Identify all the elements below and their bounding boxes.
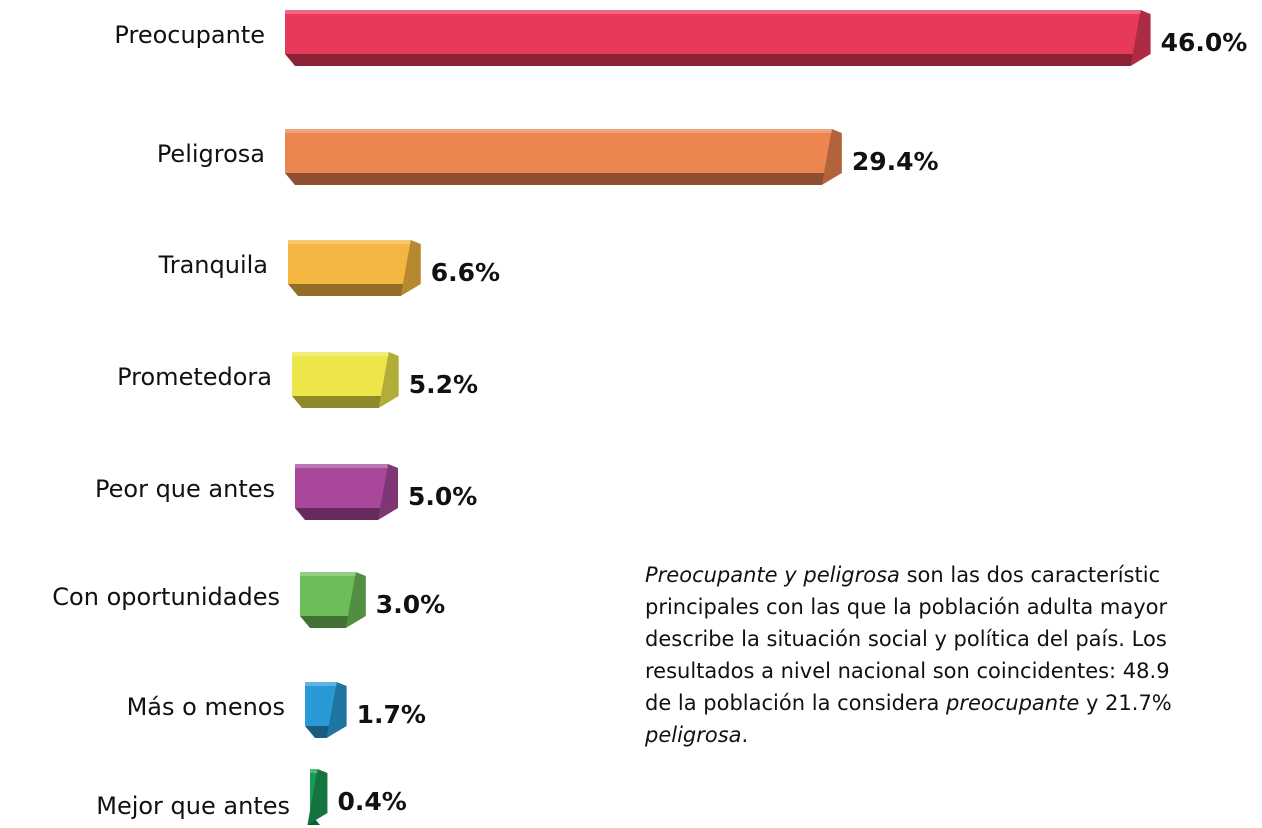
annotation-line: peligrosa. bbox=[644, 723, 748, 747]
bar-bottom bbox=[292, 396, 389, 408]
bar-end bbox=[821, 129, 842, 185]
bar-bottom bbox=[295, 508, 388, 520]
category-label: Peligrosa bbox=[157, 140, 265, 168]
annotation-text: preocupante bbox=[945, 691, 1079, 715]
value-label: 3.0% bbox=[376, 590, 445, 619]
annotation-text: . bbox=[742, 723, 749, 747]
bar bbox=[288, 240, 421, 296]
bar-end bbox=[378, 464, 398, 520]
bar-highlight bbox=[295, 464, 388, 468]
bar-highlight bbox=[300, 572, 356, 576]
category-label: Prometedora bbox=[117, 363, 272, 391]
bar-highlight bbox=[310, 769, 318, 773]
bar-highlight bbox=[292, 352, 389, 356]
annotation-text: son las dos característic bbox=[900, 563, 1160, 587]
bar bbox=[305, 682, 347, 738]
bar-highlight bbox=[285, 129, 832, 133]
category-label: Peor que antes bbox=[95, 475, 275, 503]
bar bbox=[292, 352, 399, 408]
annotation-text: resultados a nivel nacional son coincide… bbox=[645, 659, 1170, 683]
bar-end bbox=[400, 240, 421, 296]
annotation-line: de la población la considera preocupante… bbox=[645, 691, 1172, 715]
annotation-line: principales con las que la población adu… bbox=[645, 595, 1168, 619]
annotation-text: de la población la considera bbox=[645, 691, 946, 715]
bar-end bbox=[307, 769, 328, 825]
bar-end bbox=[326, 682, 347, 738]
annotation-text: describe la situación social y política … bbox=[645, 627, 1167, 651]
annotation-text: Preocupante y peligrosa bbox=[645, 563, 900, 587]
annotation-text: y 21.7% bbox=[1079, 691, 1172, 715]
bar-end bbox=[378, 352, 399, 408]
bar-bottom bbox=[285, 54, 1141, 66]
bar bbox=[300, 572, 366, 628]
bar bbox=[307, 769, 328, 825]
value-label: 0.4% bbox=[337, 787, 406, 816]
bar-highlight bbox=[288, 240, 411, 244]
bar-bottom bbox=[288, 284, 411, 296]
value-label: 5.0% bbox=[408, 482, 477, 511]
category-label: Con oportunidades bbox=[52, 583, 280, 611]
bar-bottom bbox=[285, 173, 832, 185]
bar-end bbox=[345, 572, 366, 628]
bar-front bbox=[285, 129, 832, 173]
category-label: Mejor que antes bbox=[96, 792, 290, 820]
bar-front bbox=[295, 464, 388, 508]
bar-highlight bbox=[305, 682, 337, 686]
value-label: 6.6% bbox=[431, 258, 500, 287]
annotation-line: Preocupante y peligrosa son las dos cara… bbox=[645, 563, 1160, 587]
bar-end bbox=[1130, 10, 1151, 66]
category-label: Más o menos bbox=[127, 693, 285, 721]
bar-front bbox=[292, 352, 389, 396]
annotation-text: peligrosa bbox=[644, 723, 742, 747]
annotation-text: principales con las que la población adu… bbox=[645, 595, 1168, 619]
bar-bottom bbox=[300, 616, 356, 628]
annotation-line: describe la situación social y política … bbox=[645, 627, 1167, 651]
bar-highlight bbox=[285, 10, 1141, 14]
bar-front bbox=[285, 10, 1141, 54]
category-label: Preocupante bbox=[114, 21, 265, 49]
bar bbox=[285, 10, 1151, 66]
bar-front bbox=[300, 572, 356, 616]
bar-front bbox=[288, 240, 411, 284]
value-label: 29.4% bbox=[852, 147, 939, 176]
bar bbox=[295, 464, 398, 520]
value-label: 46.0% bbox=[1161, 28, 1248, 57]
bar bbox=[285, 129, 842, 185]
annotation-line: resultados a nivel nacional son coincide… bbox=[645, 659, 1170, 683]
value-label: 1.7% bbox=[357, 700, 426, 729]
value-label: 5.2% bbox=[409, 370, 478, 399]
category-label: Tranquila bbox=[158, 251, 268, 279]
